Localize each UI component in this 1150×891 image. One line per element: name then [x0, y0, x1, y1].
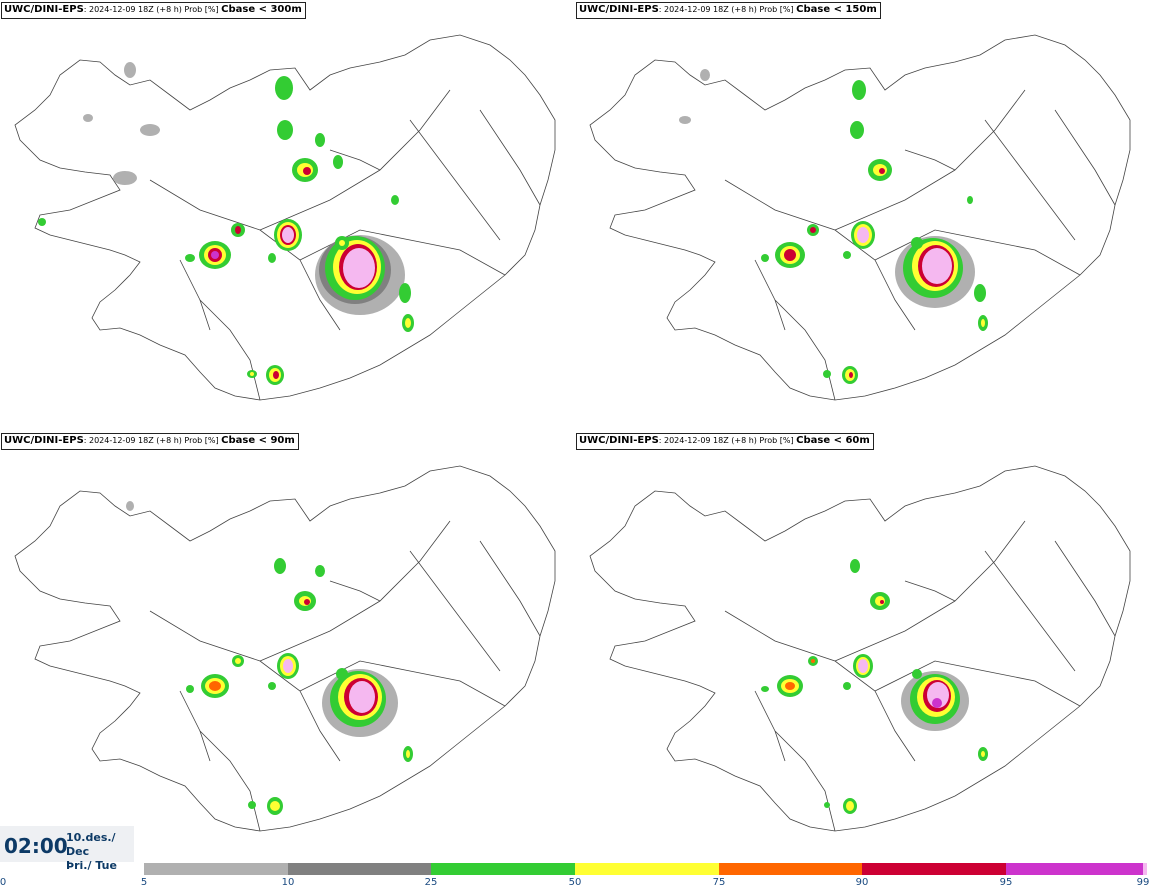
weekday-label: Þri./ Tue — [66, 859, 117, 872]
iceland-map — [589, 465, 1131, 832]
valid-time-box: 02:00 10.des./ Dec Þri./ Tue — [0, 826, 134, 872]
map-panel-60m: UWC/DINI-EPS: 2024-12-09 18Z (+8 h) Prob… — [575, 431, 1150, 861]
colorbar-bin-75-90 — [719, 863, 862, 875]
iceland-map — [14, 465, 556, 832]
panel-title: UWC/DINI-EPS: 2024-12-09 18Z (+8 h) Prob… — [576, 433, 874, 450]
colorbar-bin-50-75 — [575, 863, 719, 875]
panel-title: UWC/DINI-EPS: 2024-12-09 18Z (+8 h) Prob… — [1, 2, 306, 19]
iceland-map — [589, 34, 1131, 401]
colorbar-tick-label: 90 — [855, 877, 869, 888]
probability-colorbar — [144, 863, 1147, 875]
colorbar-bin-90-95 — [862, 863, 1006, 875]
colorbar-tick-label: 99 — [1136, 877, 1150, 888]
map-panel-90m: UWC/DINI-EPS: 2024-12-09 18Z (+8 h) Prob… — [0, 431, 575, 861]
colorbar-bin-5-10 — [144, 863, 288, 875]
panel-title: UWC/DINI-EPS: 2024-12-09 18Z (+8 h) Prob… — [576, 2, 881, 19]
date-label: 10.des./ Dec — [66, 831, 116, 858]
panel-title: UWC/DINI-EPS: 2024-12-09 18Z (+8 h) Prob… — [1, 433, 299, 450]
valid-time: 02:00 — [4, 834, 68, 858]
colorbar-tick-label: 50 — [568, 877, 582, 888]
colorbar-bin-95-99 — [1006, 863, 1143, 875]
iceland-map — [14, 34, 556, 401]
valid-date: 10.des./ Dec Þri./ Tue — [66, 831, 134, 873]
colorbar-tick-label: 10 — [281, 877, 295, 888]
colorbar-tick-label: 25 — [424, 877, 438, 888]
colorbar-tick-label: 0 — [0, 877, 7, 888]
colorbar-bin-99-100 — [1143, 863, 1147, 875]
colorbar-tick-label: 75 — [712, 877, 726, 888]
colorbar-bin-25-50 — [431, 863, 575, 875]
colorbar-bin-10-25 — [288, 863, 431, 875]
map-panel-150m: UWC/DINI-EPS: 2024-12-09 18Z (+8 h) Prob… — [575, 0, 1150, 430]
colorbar-tick-label: 95 — [999, 877, 1013, 888]
colorbar-tick-label: 5 — [140, 877, 148, 888]
map-panel-300m: UWC/DINI-EPS: 2024-12-09 18Z (+8 h) Prob… — [0, 0, 575, 430]
